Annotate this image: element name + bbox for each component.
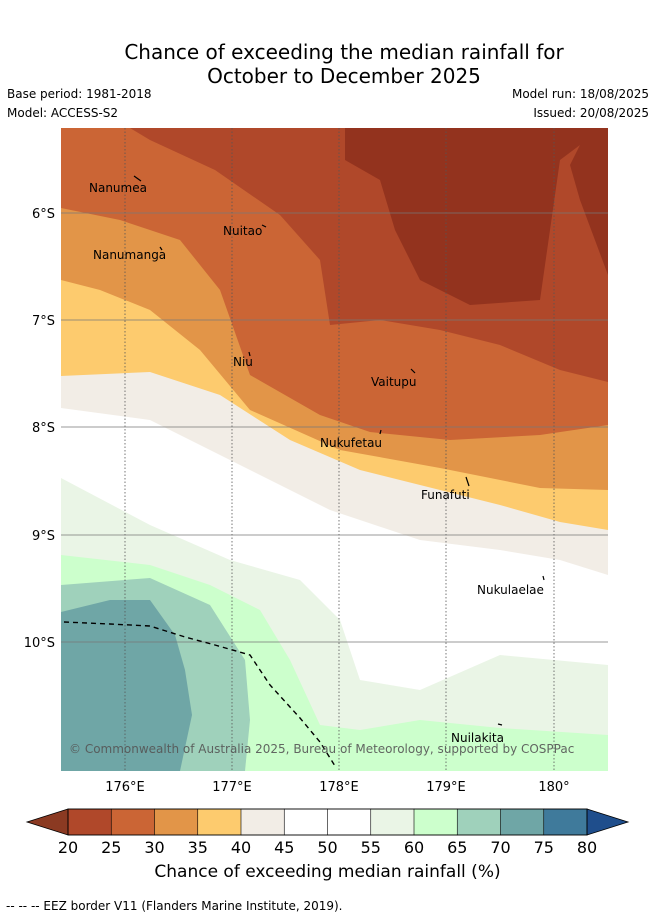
eez-footnote: -- -- -- EEZ border V11 (Flanders Marine… — [6, 899, 343, 913]
place-labels: Nanumea Nuitao Nanumanga Niu Vaitupu Nuk… — [89, 181, 544, 745]
eez-border — [63, 621, 336, 767]
colorbar-swatch — [327, 808, 372, 836]
colorbar-tick-label: 50 — [317, 838, 337, 857]
model-name: Model: ACCESS-S2 — [7, 106, 119, 120]
title-line-1: Chance of exceeding the median rainfall … — [124, 40, 564, 64]
lat-label-9s: 9°S — [32, 529, 55, 544]
map-title: Chance of exceeding the median rainfall … — [0, 40, 655, 88]
colorbar-low-extend — [25, 808, 69, 836]
longitude-labels: 176°E 177°E 178°E 179°E 180° — [105, 780, 569, 795]
colorbar: 20 25 30 35 40 45 50 55 60 65 70 75 80 — [25, 808, 630, 857]
colorbar-swatches — [67, 808, 588, 836]
place-label-vaitupu: Vaitupu — [371, 375, 417, 389]
colorbar-swatch — [240, 808, 285, 836]
rainfall-map: Nanumea Nuitao Nanumanga Niu Vaitupu Nuk… — [24, 128, 608, 795]
lat-label-6s: 6°S — [32, 207, 55, 222]
colorbar-swatch — [283, 808, 329, 836]
place-label-nukufetau: Nukufetau — [320, 436, 382, 450]
lon-label-178e: 178°E — [319, 780, 359, 795]
colorbar-tick-label: 80 — [577, 838, 597, 857]
colorbar-swatch — [370, 808, 415, 836]
colorbar-tick-label: 40 — [231, 838, 251, 857]
colorbar-label: Chance of exceeding median rainfall (%) — [154, 862, 501, 882]
place-label-funafuti: Funafuti — [421, 488, 470, 502]
place-label-nanumea: Nanumea — [89, 181, 147, 195]
band-20-25 — [345, 128, 608, 305]
colorbar-tick-labels: 20 25 30 35 40 45 50 55 60 65 70 75 80 — [58, 838, 597, 857]
latitude-labels: 6°S 7°S 8°S 9°S 10°S — [24, 207, 55, 651]
colorbar-tick-label: 60 — [404, 838, 424, 857]
colorbar-tick-label: 25 — [101, 838, 121, 857]
model-run: Model run: 18/08/2025 — [511, 87, 649, 101]
lon-label-179e: 179°E — [426, 780, 466, 795]
colorbar-tick-label: 35 — [188, 838, 208, 857]
colorbar-tick-label: 55 — [361, 838, 381, 857]
place-label-nuitao: Nuitao — [223, 224, 262, 238]
place-label-nuilakita: Nuilakita — [451, 731, 504, 745]
colorbar-tick-label: 65 — [447, 838, 467, 857]
title-line-2: October to December 2025 — [207, 64, 481, 88]
colorbar-tick-label: 45 — [274, 838, 294, 857]
place-label-nanumanga: Nanumanga — [93, 248, 166, 262]
colorbar-swatch — [543, 808, 588, 836]
lat-label-10s: 10°S — [24, 636, 55, 651]
colorbar-tick-label: 20 — [58, 838, 78, 857]
lat-label-8s: 8°S — [32, 421, 55, 436]
lat-label-7s: 7°S — [32, 314, 55, 329]
colorbar-tick-label: 30 — [144, 838, 164, 857]
contour-fields — [61, 128, 608, 771]
lon-label-177e: 177°E — [212, 780, 252, 795]
colorbar-swatch — [67, 808, 112, 836]
colorbar-swatch — [413, 808, 458, 836]
lon-label-176e: 176°E — [105, 780, 145, 795]
island-shapes — [133, 175, 545, 726]
base-period: Base period: 1981-2018 — [7, 87, 152, 101]
colorbar-swatch — [500, 808, 545, 836]
colorbar-frame — [67, 808, 588, 836]
colorbar-tick-label: 75 — [534, 838, 554, 857]
colorbar-swatch — [197, 808, 242, 836]
issued-date: Issued: 20/08/2025 — [533, 106, 649, 120]
place-label-nukulaelae: Nukulaelae — [477, 583, 544, 597]
lon-label-180: 180° — [538, 780, 569, 795]
latitude-lines — [61, 212, 608, 643]
copyright-text: © Commonwealth of Australia 2025, Bureau… — [69, 742, 574, 756]
place-label-niu: Niu — [233, 355, 253, 369]
colorbar-high-extend — [586, 808, 630, 836]
colorbar-tick-label: 70 — [490, 838, 510, 857]
colorbar-swatch — [456, 808, 502, 836]
band-70-75 — [61, 600, 192, 771]
colorbar-swatch — [110, 808, 156, 836]
graticule — [124, 128, 555, 771]
colorbar-swatch — [154, 808, 199, 836]
